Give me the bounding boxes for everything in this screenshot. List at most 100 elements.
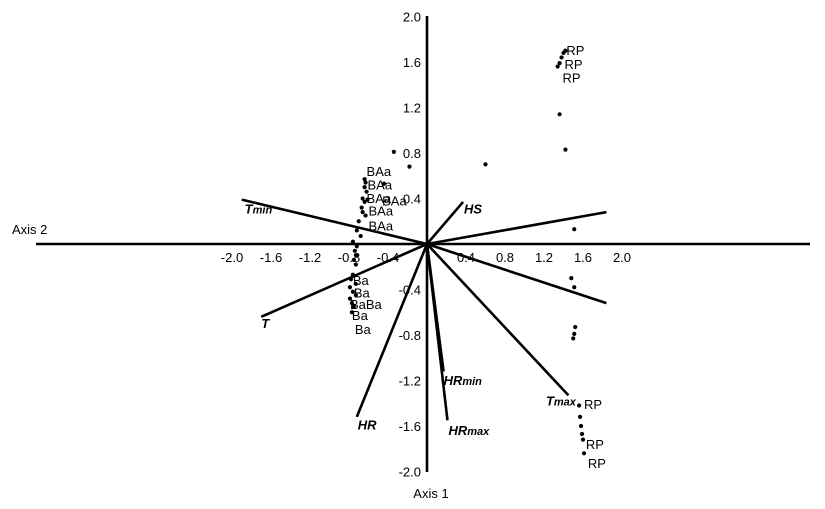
y-tick-label: 0.8	[403, 146, 421, 161]
sample-label: RP	[563, 70, 581, 85]
sample-point	[349, 310, 355, 315]
sample-label: BAa	[369, 218, 394, 233]
sample-point	[350, 272, 355, 277]
sample-point	[362, 177, 367, 182]
x-tick-label: 0.8	[496, 250, 514, 265]
sample-point	[353, 281, 358, 286]
right-lower-line	[426, 242, 607, 305]
sample-point	[353, 293, 358, 298]
sample-point	[581, 451, 587, 456]
x-tick-label: -2.0	[221, 250, 243, 265]
sample-label: Ba	[353, 273, 370, 288]
sample-point	[360, 210, 365, 215]
vector-tmax	[426, 243, 570, 397]
sample-point	[555, 64, 560, 69]
sample-label: RP	[584, 397, 602, 412]
sample-label: Ba	[355, 322, 372, 337]
sample-point	[578, 423, 584, 429]
sample-point	[358, 233, 363, 239]
vector-label-base: T	[261, 316, 270, 331]
sample-point	[382, 181, 387, 186]
biplot-lines	[241, 198, 607, 421]
sample-point	[354, 244, 359, 249]
sample-label: Ba	[354, 285, 371, 300]
sample-points	[347, 48, 587, 456]
x-tick-label: -1.2	[299, 250, 321, 265]
sample-point	[359, 205, 364, 210]
sample-point	[572, 285, 577, 290]
vector-tmin	[241, 198, 428, 246]
sample-point	[354, 228, 359, 233]
y-tick-label: 2.0	[403, 10, 421, 25]
vector-label-hr: HR	[358, 417, 377, 432]
x-tick-labels: -2.0-1.6-1.2-0.8-0.40.40.81.21.62.0	[221, 250, 631, 265]
sample-point	[572, 331, 577, 336]
vector-label-base: HR	[358, 417, 377, 432]
sample-point	[350, 239, 355, 244]
vector-label-base: T	[546, 394, 555, 409]
vector-label-base: HR	[448, 423, 467, 438]
sample-point	[365, 197, 370, 202]
sample-point	[557, 112, 562, 117]
sample-point	[577, 403, 582, 408]
x-tick-label: -0.4	[377, 250, 399, 265]
sample-point	[571, 336, 576, 341]
sample-point	[351, 304, 356, 309]
x-axis-title: Axis 1	[413, 486, 448, 501]
y-tick-label: -0.4	[399, 283, 421, 298]
vector-label-hrmin: HRmin	[444, 373, 483, 388]
sample-point	[347, 285, 353, 290]
sample-label: BAa	[367, 164, 392, 179]
vector-label-t: T	[261, 316, 270, 331]
sample-point	[364, 189, 369, 194]
sample-point	[572, 227, 577, 232]
x-tick-label: 2.0	[613, 250, 631, 265]
sample-label: BAa	[382, 193, 407, 208]
y-tick-label: -2.0	[399, 465, 421, 480]
sample-point	[579, 431, 585, 437]
y-tick-label: -1.2	[399, 374, 421, 389]
sample-point	[483, 162, 488, 167]
sample-point	[363, 213, 368, 218]
sample-point	[348, 277, 354, 282]
sample-point	[407, 164, 412, 169]
vector-hrmax	[425, 243, 449, 421]
vector-t	[260, 242, 428, 318]
vector-hs	[426, 201, 465, 245]
vector-label-hs: HS	[464, 201, 482, 216]
sample-point	[362, 199, 367, 205]
sample-point	[356, 219, 361, 224]
vector-label-base: T	[245, 201, 254, 216]
vector-label-hrmax: HRmax	[448, 423, 490, 438]
sample-label: BaBa	[350, 297, 383, 312]
sample-point	[563, 48, 568, 53]
sample-label: RP	[564, 57, 582, 72]
sample-labels: RPRPRPBAaBAaBAaBAaBAaBAaBaBaBaBaBaBaRPRP…	[350, 43, 606, 471]
x-tick-label: 1.2	[535, 250, 553, 265]
vector-label-base: HS	[464, 201, 482, 216]
vector-label-base: HR	[444, 373, 463, 388]
sample-point	[362, 185, 367, 190]
sample-point	[349, 301, 355, 306]
sample-label: RP	[586, 437, 604, 452]
vector-label-sub: min	[462, 376, 482, 388]
vector-label-sub: max	[467, 426, 490, 438]
sample-label: BAa	[368, 177, 393, 192]
sample-point	[580, 437, 586, 442]
sample-point	[352, 248, 357, 253]
vector-label-sub: min	[253, 204, 273, 216]
y-tick-label: 1.6	[403, 55, 421, 70]
x-tick-label: -1.6	[260, 250, 282, 265]
right-upper-line	[426, 210, 607, 246]
sample-point	[363, 180, 368, 185]
sample-point	[354, 253, 359, 258]
y-tick-label: -0.8	[399, 328, 421, 343]
sample-point	[557, 61, 562, 66]
sample-point	[573, 324, 578, 330]
sample-label: BAa	[369, 204, 394, 219]
y-tick-label: 0.4	[403, 192, 421, 207]
sample-label: RP	[588, 456, 606, 471]
vector-hr	[355, 243, 429, 418]
